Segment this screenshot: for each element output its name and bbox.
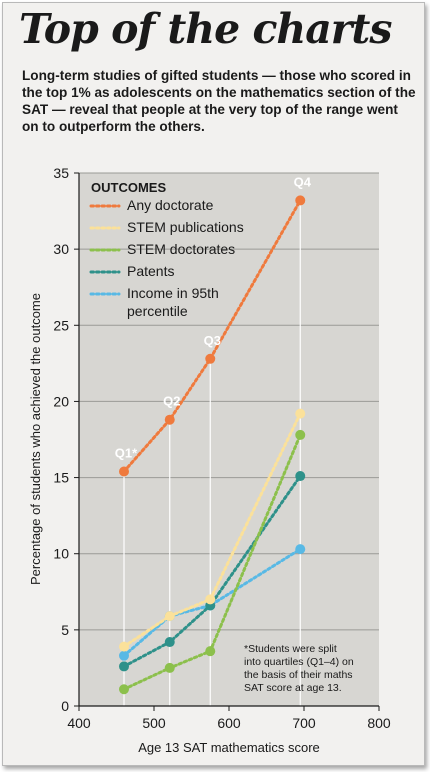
x-tick-label-500: 500: [142, 715, 166, 731]
quartile-label-4: Q4: [294, 174, 312, 189]
legend-label-any-doctorate: Any doctorate: [127, 197, 214, 213]
series-line-stem-doctorates: [122, 433, 302, 691]
axes: 400 500 600 700 800 0 5 10 15 20 25 30 35: [53, 165, 390, 731]
y-tick-label-35: 35: [53, 165, 69, 181]
point-any-doctorate-1: [119, 466, 129, 477]
legend-label-stem-doctorates: STEM doctorates: [127, 241, 235, 257]
y-tick-label-10: 10: [53, 546, 69, 562]
y-tick-label-15: 15: [53, 470, 69, 486]
point-stem-doctorates-4: [295, 429, 306, 440]
legend-label-income-in-95th-percentile: Income in 95th: [127, 285, 219, 301]
point-stem-publications-3: [205, 594, 216, 605]
point-stem-publications-4: [295, 408, 306, 419]
point-stem-doctorates-3: [205, 646, 216, 657]
y-tick-label-0: 0: [61, 698, 69, 714]
footnote-line-2: into quartiles (Q1–4) on: [244, 656, 354, 668]
x-tick-label-700: 700: [292, 715, 316, 731]
y-tick-label-25: 25: [53, 317, 69, 333]
quartile-label-1: Q1*: [115, 445, 138, 460]
point-any-doctorate-2: [164, 414, 175, 425]
point-stem-doctorates-1: [119, 684, 129, 695]
x-axis-label: Age 13 SAT mathematics score: [138, 740, 320, 755]
x-tick-label-600: 600: [217, 715, 241, 731]
point-stem-doctorates-2: [164, 662, 175, 673]
legend-label-stem-publications: STEM publications: [127, 219, 244, 235]
point-any-doctorate-3: [205, 353, 216, 364]
point-stem-publications-1: [119, 641, 129, 652]
footnote-line-1: *Students were split: [244, 643, 337, 655]
legend-label-patents: Patents: [127, 263, 174, 279]
series-line-income-in-95th-percentile: [122, 547, 302, 658]
series-line-any-doctorate: [122, 198, 302, 473]
point-patents-1: [119, 661, 129, 672]
y-tick-label-20: 20: [53, 393, 69, 409]
y-tick-label-5: 5: [61, 622, 69, 638]
figure-subtitle: Long-term studies of gifted students — t…: [22, 68, 416, 134]
footnote-line-4: SAT score at age 13.: [244, 682, 342, 694]
point-any-doctorate-4: [295, 195, 306, 206]
legend-label-income-in-95th-percentile-line-2: percentile: [127, 303, 188, 319]
legend: OUTCOMES Any doctorate STEM publications ST…: [89, 180, 244, 319]
y-axis-label: Percentage of students who achieved the …: [28, 293, 43, 585]
x-tick-label-400: 400: [67, 715, 91, 731]
point-income-in-95th-percentile-1: [119, 650, 129, 661]
point-patents-4: [295, 471, 306, 482]
point-stem-publications-2: [164, 611, 175, 622]
series-line-stem-publications: [122, 412, 302, 649]
series-layer: Q1* Q2 Q3 Q4: [115, 174, 312, 695]
footnote-line-3: the basis of their maths: [244, 669, 353, 681]
figure-title: Top of the charts: [19, 5, 392, 53]
plot-area: [79, 173, 379, 706]
legend-title: OUTCOMES: [91, 180, 166, 195]
point-income-in-95th-percentile-4: [295, 544, 306, 555]
point-patents-2: [164, 637, 175, 648]
quartile-label-3: Q3: [204, 333, 221, 348]
y-tick-label-30: 30: [53, 241, 69, 257]
x-tick-label-800: 800: [367, 715, 391, 731]
quartile-label-2: Q2: [163, 394, 180, 409]
